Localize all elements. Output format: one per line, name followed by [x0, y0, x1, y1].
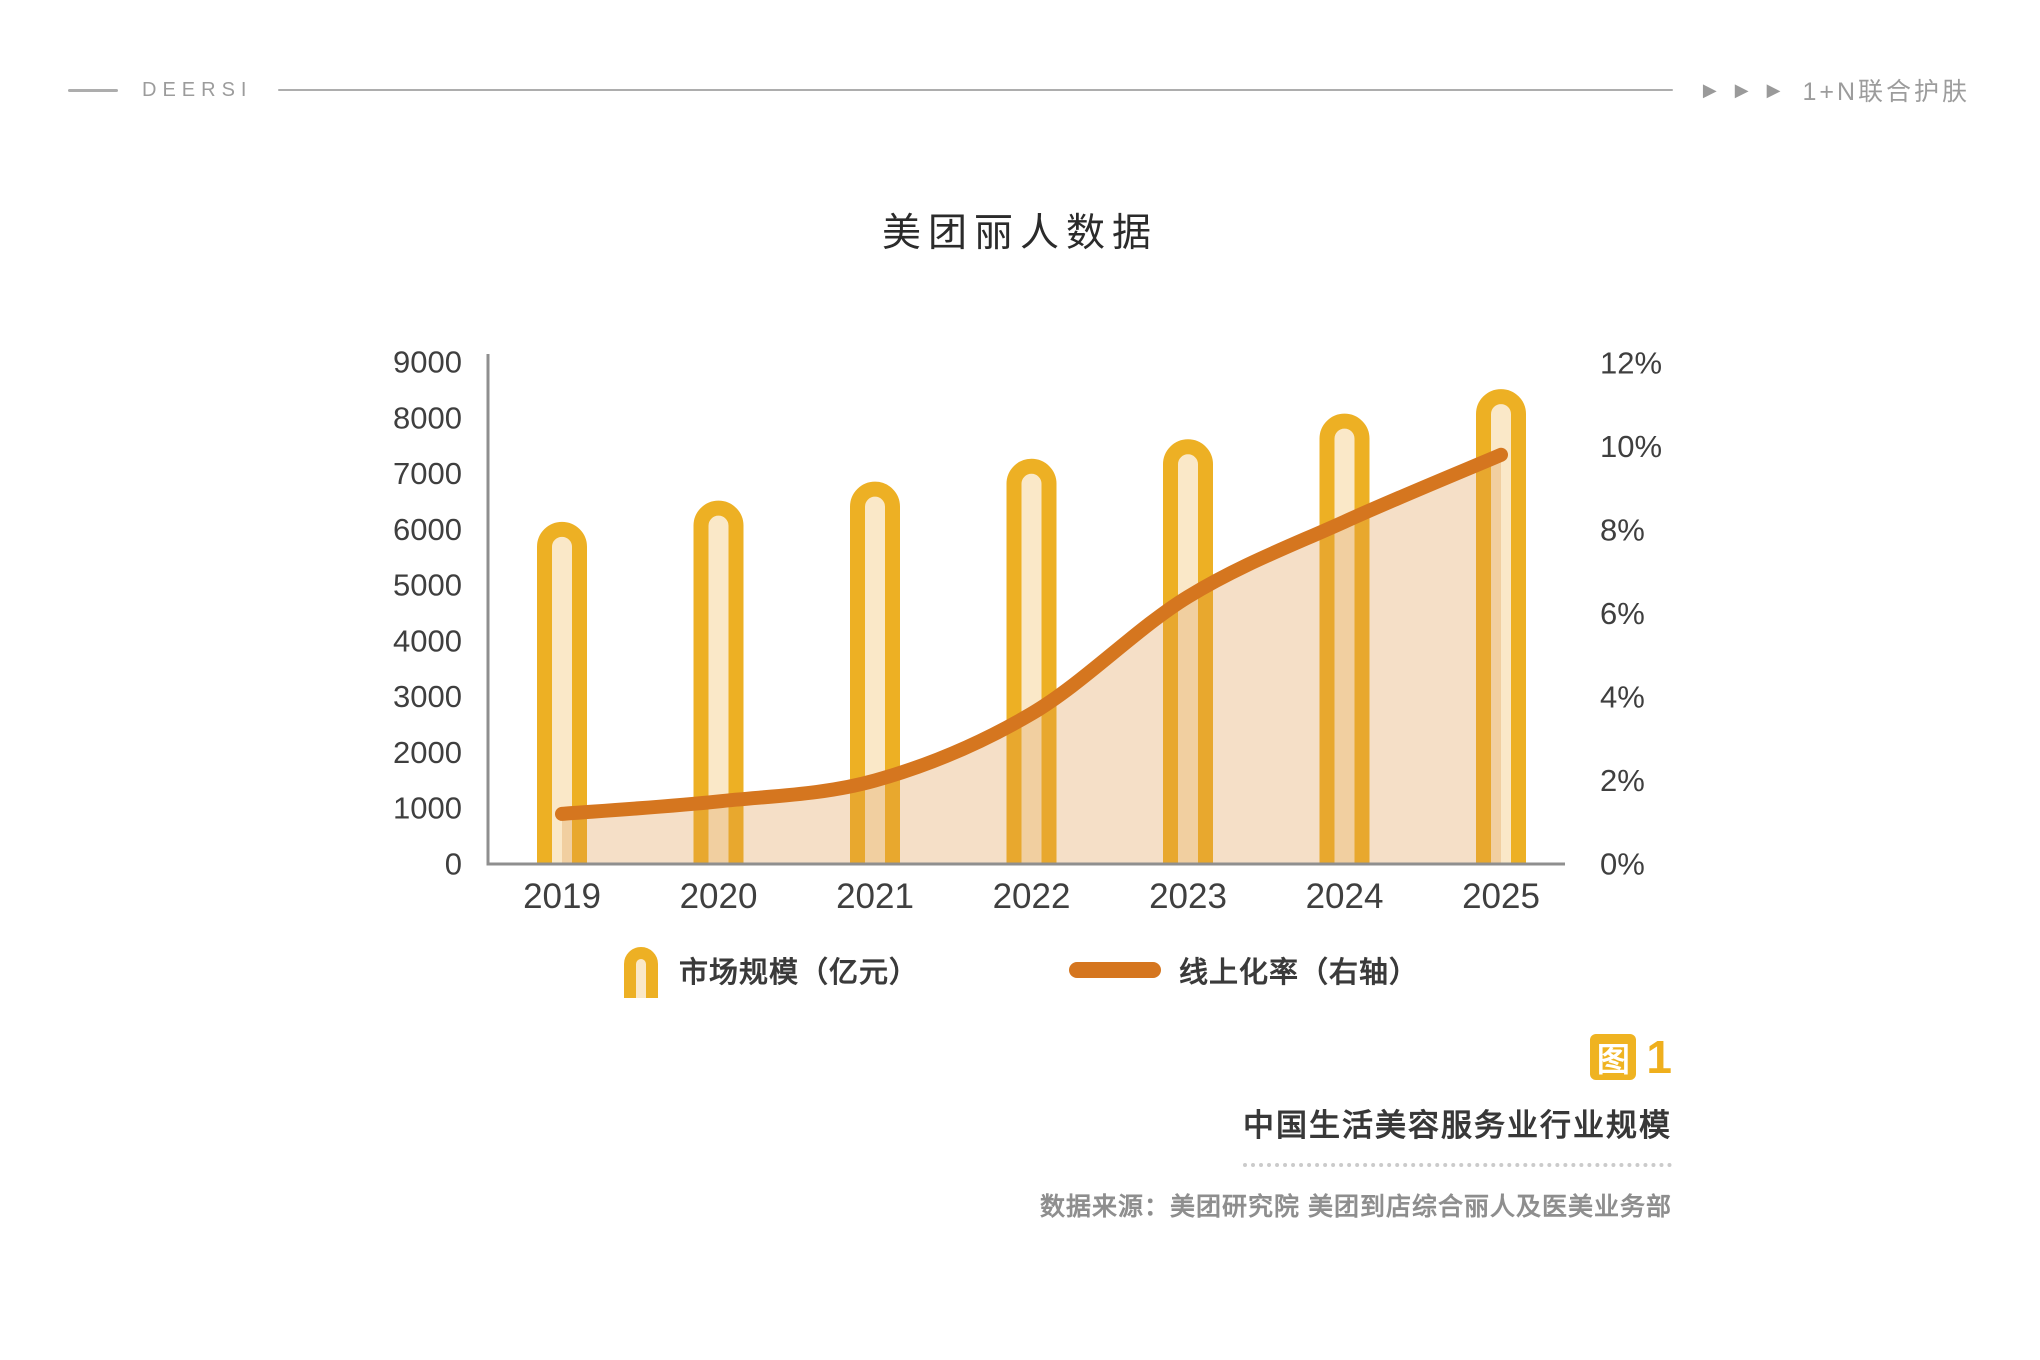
- section-label: 1+N联合护肤: [1802, 78, 1970, 106]
- arrow-icon: ▶: [1734, 80, 1749, 100]
- brand-logo: DEERSI: [142, 78, 253, 101]
- page-header: DEERSI ▶ ▶ ▶ 1+N联合护肤: [0, 72, 2040, 108]
- y-axis-left-label: 6000: [393, 512, 462, 547]
- y-axis-left-label: 2000: [393, 735, 462, 770]
- y-axis-left-label: 7000: [393, 456, 462, 491]
- x-axis-label: 2021: [836, 877, 914, 916]
- figure-caption-block: 图 1 中国生活美容服务业行业规模 数据来源：美团研究院 美团到店综合丽人及医美…: [1040, 1034, 1672, 1223]
- axis-lines: [486, 354, 1565, 866]
- legend-item: 线上化率（右轴）: [1069, 949, 1419, 991]
- legend-label: 线上化率（右轴）: [1179, 957, 1420, 989]
- x-axis-label: 2024: [1306, 877, 1384, 916]
- chart-title: 美团丽人数据: [881, 212, 1158, 255]
- y-axis-right-label: 6%: [1600, 596, 1645, 631]
- trend-line: [555, 447, 1508, 821]
- y-axis-right-label: 4%: [1600, 680, 1645, 715]
- y-axis-left-label: 8000: [393, 400, 462, 435]
- y-axis-right-label: 12%: [1600, 346, 1662, 381]
- bar-2025: [1476, 389, 1526, 864]
- legend-bar-icon: [623, 947, 658, 998]
- y-axis-left-label: 3000: [393, 679, 462, 714]
- arrow-icon: ▶: [1766, 80, 1781, 100]
- x-axis-label: 2022: [993, 877, 1071, 916]
- bar-2020: [693, 500, 744, 864]
- arrow-icon: ▶: [1702, 80, 1717, 100]
- figure-badge-icon: 图: [1590, 1034, 1637, 1080]
- figure-label: 图 1: [1590, 1034, 1672, 1080]
- x-axis-label: 2025: [1462, 877, 1540, 916]
- y-axis-left-label: 5000: [393, 568, 462, 603]
- combo-chart: 0 1000 2000 3000 4000 5000 6000 7000 8000 9000 0% 2…: [393, 345, 1662, 917]
- y-axis-right-label: 0%: [1600, 847, 1645, 882]
- x-axis-label: 2019: [523, 877, 601, 916]
- y-axis-right-label: 8%: [1600, 513, 1645, 548]
- y-axis-left-label: 9000: [393, 345, 462, 380]
- y-axis-left-label: 0: [445, 847, 462, 882]
- bar-2019: [537, 521, 587, 864]
- y-axis-right-label: 10%: [1600, 429, 1662, 464]
- y-axis-right-label: 2%: [1600, 763, 1645, 798]
- y-axis-left-label: 1000: [393, 791, 462, 826]
- chart-legend: 市场规模（亿元） 线上化率（右轴）: [0, 942, 2040, 998]
- bar-2021: [850, 481, 900, 864]
- legend-line-icon: [1069, 962, 1161, 978]
- legend-item: 市场规模（亿元）: [621, 942, 919, 998]
- y-axis-left-label: 4000: [393, 623, 462, 658]
- figure-title: 中国生活美容服务业行业规模: [1243, 1100, 1672, 1167]
- bar-2023: [1163, 439, 1213, 864]
- bar-2022: [1006, 458, 1057, 864]
- x-axis-label: 2023: [1149, 877, 1227, 916]
- triple-arrow-icon: ▶ ▶ ▶: [1703, 81, 1781, 99]
- legend-label: 市场规模（亿元）: [678, 957, 919, 989]
- header-rule: [278, 89, 1673, 91]
- data-source: 数据来源：美团研究院 美团到店综合丽人及医美业务部: [1040, 1193, 1672, 1221]
- header-left-rule: [68, 88, 118, 92]
- x-axis-label: 2020: [680, 877, 758, 916]
- figure-number: 1: [1646, 1031, 1672, 1083]
